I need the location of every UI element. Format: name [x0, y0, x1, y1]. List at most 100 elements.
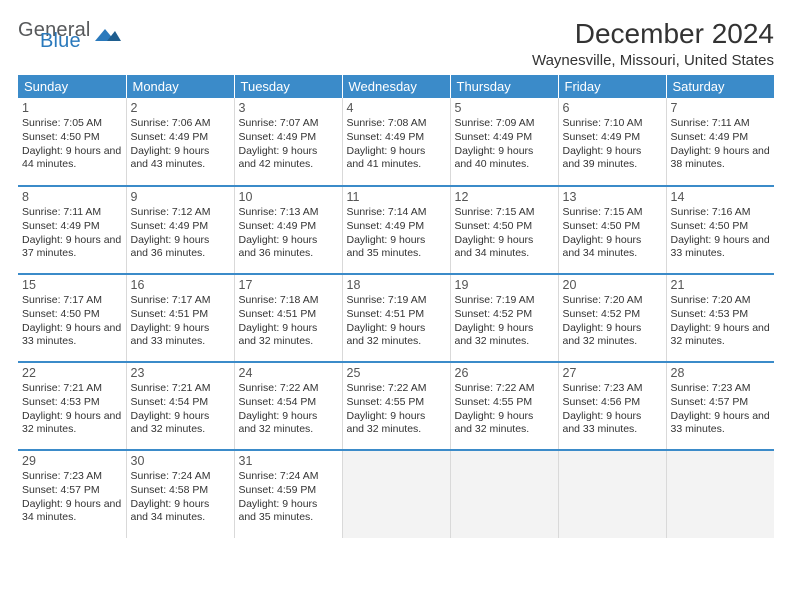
weekday-header: Thursday — [450, 75, 558, 98]
daylight-line: Daylight: 9 hours and 35 minutes. — [347, 234, 446, 261]
sunset-line: Sunset: 4:57 PM — [22, 484, 122, 498]
calendar-day-cell: 26Sunrise: 7:22 AMSunset: 4:55 PMDayligh… — [450, 362, 558, 450]
day-number: 14 — [671, 189, 771, 205]
day-number: 6 — [563, 100, 662, 116]
calendar-day-cell: 23Sunrise: 7:21 AMSunset: 4:54 PMDayligh… — [126, 362, 234, 450]
sunrise-line: Sunrise: 7:22 AM — [455, 382, 554, 396]
calendar-week-row: 1Sunrise: 7:05 AMSunset: 4:50 PMDaylight… — [18, 98, 774, 186]
sunrise-line: Sunrise: 7:06 AM — [131, 117, 230, 131]
sunset-line: Sunset: 4:52 PM — [563, 308, 662, 322]
calendar-day-cell: 4Sunrise: 7:08 AMSunset: 4:49 PMDaylight… — [342, 98, 450, 186]
sunrise-line: Sunrise: 7:12 AM — [131, 206, 230, 220]
day-number: 12 — [455, 189, 554, 205]
daylight-line: Daylight: 9 hours and 34 minutes. — [455, 234, 554, 261]
calendar-day-cell: 29Sunrise: 7:23 AMSunset: 4:57 PMDayligh… — [18, 450, 126, 538]
sunrise-line: Sunrise: 7:17 AM — [22, 294, 122, 308]
day-number: 11 — [347, 189, 446, 205]
sunrise-line: Sunrise: 7:18 AM — [239, 294, 338, 308]
sunset-line: Sunset: 4:49 PM — [347, 220, 446, 234]
sunset-line: Sunset: 4:55 PM — [455, 396, 554, 410]
day-number: 20 — [563, 277, 662, 293]
calendar-day-cell: 15Sunrise: 7:17 AMSunset: 4:50 PMDayligh… — [18, 274, 126, 362]
sunset-line: Sunset: 4:51 PM — [347, 308, 446, 322]
day-number: 24 — [239, 365, 338, 381]
sunset-line: Sunset: 4:50 PM — [22, 308, 122, 322]
calendar-day-cell: 3Sunrise: 7:07 AMSunset: 4:49 PMDaylight… — [234, 98, 342, 186]
sunrise-line: Sunrise: 7:24 AM — [131, 470, 230, 484]
sunrise-line: Sunrise: 7:23 AM — [563, 382, 662, 396]
sunset-line: Sunset: 4:56 PM — [563, 396, 662, 410]
sunset-line: Sunset: 4:52 PM — [455, 308, 554, 322]
daylight-line: Daylight: 9 hours and 40 minutes. — [455, 145, 554, 172]
daylight-line: Daylight: 9 hours and 42 minutes. — [239, 145, 338, 172]
weekday-header: Tuesday — [234, 75, 342, 98]
daylight-line: Daylight: 9 hours and 32 minutes. — [347, 410, 446, 437]
daylight-line: Daylight: 9 hours and 32 minutes. — [563, 322, 662, 349]
daylight-line: Daylight: 9 hours and 32 minutes. — [455, 410, 554, 437]
daylight-line: Daylight: 9 hours and 33 minutes. — [22, 322, 122, 349]
sunset-line: Sunset: 4:50 PM — [563, 220, 662, 234]
sunset-line: Sunset: 4:49 PM — [131, 131, 230, 145]
daylight-line: Daylight: 9 hours and 32 minutes. — [671, 322, 771, 349]
daylight-line: Daylight: 9 hours and 36 minutes. — [131, 234, 230, 261]
daylight-line: Daylight: 9 hours and 34 minutes. — [131, 498, 230, 525]
sunrise-line: Sunrise: 7:11 AM — [671, 117, 771, 131]
sunrise-line: Sunrise: 7:16 AM — [671, 206, 771, 220]
sunrise-line: Sunrise: 7:21 AM — [22, 382, 122, 396]
sunset-line: Sunset: 4:49 PM — [671, 131, 771, 145]
day-number: 25 — [347, 365, 446, 381]
calendar-empty-cell — [450, 450, 558, 538]
day-number: 19 — [455, 277, 554, 293]
sunrise-line: Sunrise: 7:05 AM — [22, 117, 122, 131]
daylight-line: Daylight: 9 hours and 32 minutes. — [347, 322, 446, 349]
sunset-line: Sunset: 4:53 PM — [22, 396, 122, 410]
calendar-day-cell: 6Sunrise: 7:10 AMSunset: 4:49 PMDaylight… — [558, 98, 666, 186]
sunset-line: Sunset: 4:53 PM — [671, 308, 771, 322]
day-number: 27 — [563, 365, 662, 381]
sunset-line: Sunset: 4:49 PM — [22, 220, 122, 234]
calendar-day-cell: 25Sunrise: 7:22 AMSunset: 4:55 PMDayligh… — [342, 362, 450, 450]
sunrise-line: Sunrise: 7:24 AM — [239, 470, 338, 484]
daylight-line: Daylight: 9 hours and 32 minutes. — [455, 322, 554, 349]
calendar-empty-cell — [666, 450, 774, 538]
calendar-day-cell: 16Sunrise: 7:17 AMSunset: 4:51 PMDayligh… — [126, 274, 234, 362]
day-number: 9 — [131, 189, 230, 205]
sunrise-line: Sunrise: 7:22 AM — [239, 382, 338, 396]
daylight-line: Daylight: 9 hours and 33 minutes. — [671, 234, 771, 261]
calendar-day-cell: 22Sunrise: 7:21 AMSunset: 4:53 PMDayligh… — [18, 362, 126, 450]
sunrise-line: Sunrise: 7:14 AM — [347, 206, 446, 220]
sunset-line: Sunset: 4:49 PM — [563, 131, 662, 145]
sunset-line: Sunset: 4:49 PM — [131, 220, 230, 234]
weekday-header: Friday — [558, 75, 666, 98]
brand-mark-icon — [95, 25, 121, 48]
day-number: 16 — [131, 277, 230, 293]
calendar-table: SundayMondayTuesdayWednesdayThursdayFrid… — [18, 75, 774, 538]
daylight-line: Daylight: 9 hours and 35 minutes. — [239, 498, 338, 525]
daylight-line: Daylight: 9 hours and 43 minutes. — [131, 145, 230, 172]
day-number: 13 — [563, 189, 662, 205]
calendar-day-cell: 19Sunrise: 7:19 AMSunset: 4:52 PMDayligh… — [450, 274, 558, 362]
brand-part2: Blue — [40, 33, 91, 50]
daylight-line: Daylight: 9 hours and 32 minutes. — [22, 410, 122, 437]
sunset-line: Sunset: 4:59 PM — [239, 484, 338, 498]
calendar-week-row: 29Sunrise: 7:23 AMSunset: 4:57 PMDayligh… — [18, 450, 774, 538]
sunrise-line: Sunrise: 7:23 AM — [671, 382, 771, 396]
location-subtitle: Waynesville, Missouri, United States — [532, 52, 774, 69]
day-number: 31 — [239, 453, 338, 469]
weekday-header: Monday — [126, 75, 234, 98]
calendar-day-cell: 18Sunrise: 7:19 AMSunset: 4:51 PMDayligh… — [342, 274, 450, 362]
daylight-line: Daylight: 9 hours and 36 minutes. — [239, 234, 338, 261]
day-number: 10 — [239, 189, 338, 205]
weekday-header-row: SundayMondayTuesdayWednesdayThursdayFrid… — [18, 75, 774, 98]
calendar-day-cell: 10Sunrise: 7:13 AMSunset: 4:49 PMDayligh… — [234, 186, 342, 274]
day-number: 21 — [671, 277, 771, 293]
sunrise-line: Sunrise: 7:20 AM — [671, 294, 771, 308]
sunset-line: Sunset: 4:50 PM — [455, 220, 554, 234]
sunset-line: Sunset: 4:49 PM — [455, 131, 554, 145]
daylight-line: Daylight: 9 hours and 32 minutes. — [239, 410, 338, 437]
calendar-day-cell: 30Sunrise: 7:24 AMSunset: 4:58 PMDayligh… — [126, 450, 234, 538]
sunrise-line: Sunrise: 7:21 AM — [131, 382, 230, 396]
day-number: 28 — [671, 365, 771, 381]
daylight-line: Daylight: 9 hours and 41 minutes. — [347, 145, 446, 172]
daylight-line: Daylight: 9 hours and 33 minutes. — [563, 410, 662, 437]
